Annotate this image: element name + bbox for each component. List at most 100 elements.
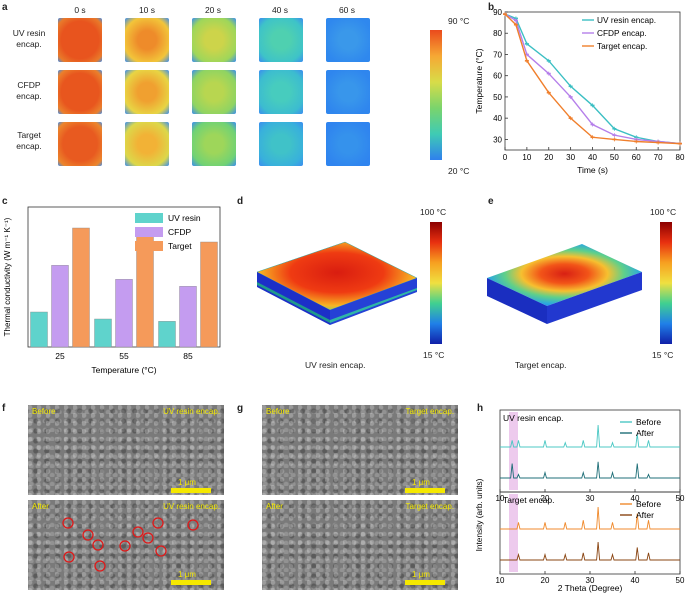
highlight-band-h	[509, 412, 518, 490]
x-tick-label-h: 30	[586, 494, 595, 503]
x-tick-label-h: 50	[676, 576, 685, 585]
x-tick-label-b: 40	[588, 153, 597, 162]
sem-g-after-tag: Target encap.	[405, 502, 454, 511]
legend-label-c: CFDP	[168, 227, 191, 237]
x-tick-label-b: 50	[610, 153, 619, 162]
sem-f-before-scale-text: 1 μm	[178, 478, 196, 487]
x-tick-label-h: 20	[541, 494, 550, 503]
x-axis-label-c: Temperature (°C)	[91, 365, 156, 375]
xrd-pattern-h	[500, 461, 680, 479]
legend-label-c: UV resin	[168, 213, 201, 223]
y-axis-label-h: Intensity (arb. units)	[474, 478, 484, 551]
thermal-image-cfdp-60s	[326, 70, 370, 114]
x-tick-label-b: 60	[632, 153, 641, 162]
x-tick-label-b: 20	[544, 153, 553, 162]
sem-g-before-label: Before	[266, 407, 290, 416]
legend-swatch-c	[135, 227, 163, 237]
thermal-image-target-10s	[125, 122, 169, 166]
y-axis-label-c: Thermal conductivity (W m⁻¹ K⁻¹)	[3, 217, 12, 336]
sem-g-after-scale-bar	[405, 580, 445, 585]
sem-f-before-label: Before	[32, 407, 56, 416]
y-axis-label-b: Temperature (°C)	[474, 48, 484, 113]
caption-e: Target encap.	[515, 360, 567, 370]
row-label-cfdp: CFDP encap.	[16, 80, 42, 101]
sem-g-before-scale-bar	[405, 488, 445, 493]
thermal-image-uv-60s	[326, 18, 370, 62]
thermal-image-target-20s	[192, 122, 236, 166]
x-axis-label-h: 2 Theta (Degree)	[558, 583, 623, 593]
colorbar-d-max: 100 °C	[420, 207, 447, 217]
x-tick-label-c: 25	[55, 351, 65, 361]
thermal-image-cfdp-0s	[58, 70, 102, 114]
sem-f-after-scale-text: 1 μm	[178, 570, 196, 579]
sem-f-before-tag: UV resin encap.	[163, 407, 220, 416]
x-tick-label-b: 30	[566, 153, 575, 162]
panel-label-a: a	[2, 2, 8, 13]
xrd-pattern-h	[500, 424, 680, 448]
panel-label-e: e	[488, 196, 494, 207]
x-tick-label-h: 40	[631, 576, 640, 585]
time-label-20: 20 s	[204, 5, 222, 15]
xrd-pattern-h	[500, 506, 680, 530]
thermal-image-cfdp-20s	[192, 70, 236, 114]
series-line-b	[504, 13, 681, 145]
thermal-image-cfdp-40s	[259, 70, 303, 114]
x-tick-label-h: 40	[631, 494, 640, 503]
chart-b: 0 10 20 30 40 50 60 70 80 30 40 50 60 70 80 90 Time (s) T…	[474, 8, 685, 175]
panel-label-g: g	[237, 403, 244, 414]
panel-label-f: f	[2, 403, 6, 414]
slab-d	[256, 241, 418, 325]
colorbar-e-min: 15 °C	[652, 350, 674, 360]
colorbar-a	[430, 30, 442, 160]
legend-label-b: UV resin encap.	[597, 15, 656, 25]
sem-f-after-tag: UV resin encap.	[163, 502, 220, 511]
chart-c: 25 55 85 Temperature (°C) Thermal conductivi…	[3, 206, 221, 375]
legend-label-h: Before	[636, 417, 661, 427]
bar-c	[94, 318, 112, 348]
y-tick-label-b: 90	[493, 8, 502, 17]
time-label-0: 0 s	[74, 5, 86, 15]
panel-label-h: h	[477, 403, 484, 414]
colorbar-d	[430, 222, 442, 344]
sem-f-before-scale-bar	[171, 488, 211, 493]
colorbar-a-max: 90 °C	[448, 16, 470, 26]
subplot-label-h: UV resin encap.	[503, 413, 563, 423]
time-label-60: 60 s	[338, 5, 356, 15]
thermal-image-uv-20s	[192, 18, 236, 62]
sem-g-before-tag: Target encap.	[405, 407, 454, 416]
x-tick-label-b: 70	[654, 153, 663, 162]
subplot-label-h: Target encap.	[503, 495, 555, 505]
slab-e	[487, 244, 642, 324]
panel-label-d: d	[237, 196, 244, 207]
thermal-image-uv-40s	[259, 18, 303, 62]
bar-c	[72, 227, 90, 348]
y-tick-label-b: 50	[493, 93, 502, 102]
x-tick-label-b: 10	[522, 153, 531, 162]
legend-label-h: After	[636, 510, 654, 520]
colorbar-e	[660, 222, 672, 344]
sem-f-after-scale-bar	[171, 580, 211, 585]
y-tick-label-b: 70	[493, 50, 502, 59]
x-axis-label-b: Time (s)	[577, 165, 608, 175]
bar-c	[115, 279, 133, 348]
y-tick-label-b: 30	[493, 135, 502, 144]
bar-c	[51, 265, 69, 348]
sem-g-after: After Target encap. 1 μm	[262, 500, 458, 590]
y-tick-label-b: 80	[493, 29, 502, 38]
legend-swatch-c	[135, 213, 163, 223]
legend-swatch-c	[135, 241, 163, 251]
thermal-image-target-40s	[259, 122, 303, 166]
colorbar-a-min: 20 °C	[448, 166, 470, 176]
x-tick-label-h: 10	[496, 576, 505, 585]
panel-label-c: c	[2, 196, 8, 207]
thermal-image-uv-0s	[58, 18, 102, 62]
thermal-image-target-0s	[58, 122, 102, 166]
thermal-image-cfdp-10s	[125, 70, 169, 114]
series-line-b	[504, 13, 681, 145]
legend-label-h: Before	[636, 499, 661, 509]
panel-label-b: b	[488, 2, 495, 13]
bar-c	[30, 311, 48, 348]
sem-g-before-scale-text: 1 μm	[412, 478, 430, 487]
thermal-image-uv-10s	[125, 18, 169, 62]
